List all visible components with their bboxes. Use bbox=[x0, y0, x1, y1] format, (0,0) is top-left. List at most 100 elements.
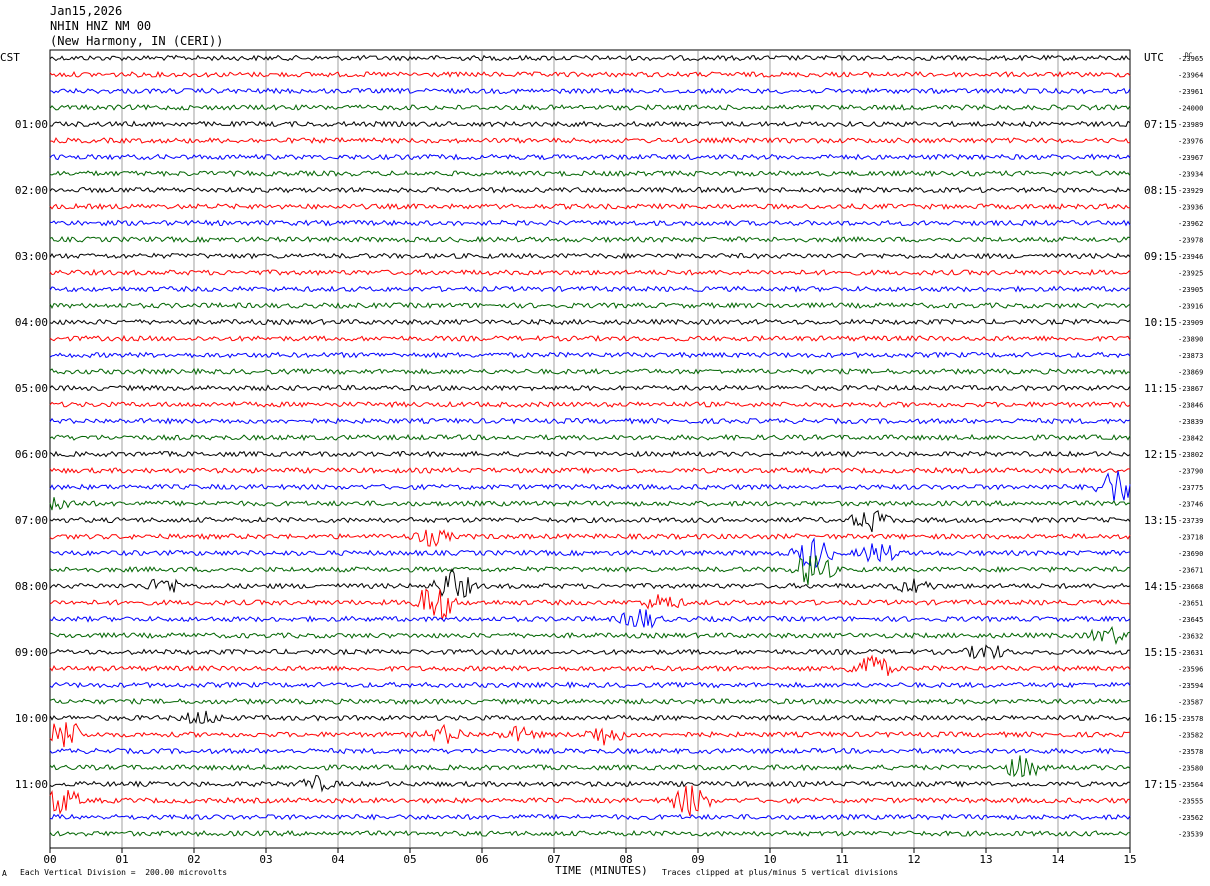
dc-offset-label: -23578 bbox=[1178, 748, 1203, 756]
dc-offset-label: -23929 bbox=[1178, 187, 1203, 195]
plot-date: Jan15,2026 bbox=[50, 4, 123, 18]
dc-offset-label: -23842 bbox=[1178, 435, 1203, 443]
seismic-trace bbox=[49, 609, 1131, 629]
seismic-trace bbox=[49, 169, 1131, 178]
dc-offset-label: -23587 bbox=[1178, 699, 1203, 707]
x-tick-label: 06 bbox=[475, 853, 488, 866]
x-tick-label: 07 bbox=[547, 853, 560, 866]
corner-mark: A bbox=[2, 869, 7, 878]
dc-offset-label: -23909 bbox=[1178, 319, 1203, 327]
right-hour-label: 09:15 bbox=[1144, 250, 1177, 263]
seismic-trace bbox=[49, 497, 1131, 511]
right-hour-label: 15:15 bbox=[1144, 646, 1177, 659]
seismic-trace bbox=[49, 466, 1131, 475]
seismic-trace bbox=[49, 153, 1131, 161]
right-hour-label: 16:15 bbox=[1144, 712, 1177, 725]
dc-offset-label: -23905 bbox=[1178, 286, 1203, 294]
seismic-trace bbox=[49, 285, 1131, 293]
x-tick-label: 03 bbox=[259, 853, 272, 866]
dc-offset-label: -23869 bbox=[1178, 369, 1203, 377]
dc-offset-label: -23961 bbox=[1178, 88, 1203, 96]
x-tick-label: 01 bbox=[115, 853, 128, 866]
clip-note: Traces clipped at plus/minus 5 vertical … bbox=[662, 868, 899, 877]
seismic-trace bbox=[49, 120, 1131, 128]
dc-offset-label: -23989 bbox=[1178, 121, 1203, 129]
seismic-trace bbox=[49, 774, 1131, 793]
left-hour-label: 02:00 bbox=[15, 184, 48, 197]
dc-offset-label: -23631 bbox=[1178, 649, 1203, 657]
dc-offset-label: -23580 bbox=[1178, 765, 1203, 773]
x-tick-label: 10 bbox=[763, 853, 776, 866]
right-hour-label: 10:15 bbox=[1144, 316, 1177, 329]
seismic-trace bbox=[49, 252, 1131, 260]
seismic-trace bbox=[49, 54, 1131, 62]
dc-offset-label: -23890 bbox=[1178, 336, 1203, 344]
dc-offset-label: -23846 bbox=[1178, 402, 1203, 410]
dc-offset-label: -23671 bbox=[1178, 567, 1203, 575]
dc-offset-label: -23582 bbox=[1178, 732, 1203, 740]
x-axis-title: TIME (MINUTES) bbox=[555, 864, 648, 877]
dc-offset-label: -23596 bbox=[1178, 666, 1203, 674]
dc-offset-label: -23594 bbox=[1178, 682, 1203, 690]
station-location: (New Harmony, IN (CERI)) bbox=[50, 34, 224, 48]
left-hour-label: 08:00 bbox=[15, 580, 48, 593]
left-hour-label: 01:00 bbox=[15, 118, 48, 131]
seismic-trace bbox=[49, 654, 1131, 677]
dc-offset-label: -23718 bbox=[1178, 534, 1203, 542]
dc-offset-label: -23645 bbox=[1178, 616, 1203, 624]
seismic-trace bbox=[49, 219, 1131, 227]
dc-offset-label: -23867 bbox=[1178, 385, 1203, 393]
station-code: NHIN HNZ NM 00 bbox=[50, 19, 152, 33]
seismic-trace bbox=[49, 697, 1131, 705]
seismic-trace bbox=[49, 588, 1131, 621]
seismic-trace bbox=[49, 785, 1131, 817]
seismic-trace bbox=[49, 555, 1131, 586]
dc-offset-label: -23976 bbox=[1178, 138, 1203, 146]
left-hour-label: 06:00 bbox=[15, 448, 48, 461]
dc-offset-label: -23555 bbox=[1178, 798, 1203, 806]
seismic-trace bbox=[49, 710, 1131, 724]
seismic-trace bbox=[49, 470, 1131, 502]
right-hour-label: 12:15 bbox=[1144, 448, 1177, 461]
seismic-trace bbox=[49, 747, 1131, 755]
right-hour-label: 07:15 bbox=[1144, 118, 1177, 131]
left-hour-label: 04:00 bbox=[15, 316, 48, 329]
dc-offset-label: -23925 bbox=[1178, 270, 1203, 278]
x-tick-label: 14 bbox=[1051, 853, 1065, 866]
x-tick-label: 08 bbox=[619, 853, 632, 866]
dc-offset-label: -23873 bbox=[1178, 352, 1203, 360]
seismic-trace bbox=[49, 367, 1131, 376]
seismic-trace bbox=[49, 268, 1131, 277]
dc-offset-label: -24000 bbox=[1178, 105, 1203, 113]
right-hour-label: 08:15 bbox=[1144, 184, 1177, 197]
seismic-trace bbox=[49, 235, 1131, 243]
x-tick-label: 11 bbox=[835, 853, 848, 866]
dc-offset-label: -23668 bbox=[1178, 583, 1203, 591]
dc-offset-label: -23746 bbox=[1178, 501, 1203, 509]
dc-offset-label: -23978 bbox=[1178, 237, 1203, 245]
dc-offset-label: -23839 bbox=[1178, 418, 1203, 426]
seismic-trace bbox=[49, 70, 1131, 79]
dc-offset-label: -23651 bbox=[1178, 600, 1203, 608]
seismic-trace bbox=[49, 829, 1131, 838]
x-tick-label: 04 bbox=[331, 853, 345, 866]
dc-offset-label: -23965 bbox=[1178, 55, 1203, 63]
seismic-trace bbox=[49, 433, 1131, 442]
dc-label: DC bbox=[1185, 52, 1193, 59]
right-hour-label: 11:15 bbox=[1144, 382, 1177, 395]
seismic-trace bbox=[49, 202, 1130, 211]
seismic-trace bbox=[49, 351, 1131, 359]
seismic-trace bbox=[49, 301, 1131, 310]
x-tick-label: 09 bbox=[691, 853, 704, 866]
dc-offset-label: -23916 bbox=[1178, 303, 1203, 311]
x-tick-label: 00 bbox=[43, 853, 56, 866]
seismic-trace bbox=[49, 334, 1131, 343]
dc-offset-label: -23790 bbox=[1178, 468, 1203, 476]
left-hour-label: 07:00 bbox=[15, 514, 48, 527]
seismic-trace bbox=[49, 401, 1131, 409]
right-hour-label: 17:15 bbox=[1144, 778, 1177, 791]
seismic-trace bbox=[49, 568, 1131, 598]
seismic-trace bbox=[49, 136, 1131, 145]
dc-offset-label: -23775 bbox=[1178, 484, 1203, 492]
